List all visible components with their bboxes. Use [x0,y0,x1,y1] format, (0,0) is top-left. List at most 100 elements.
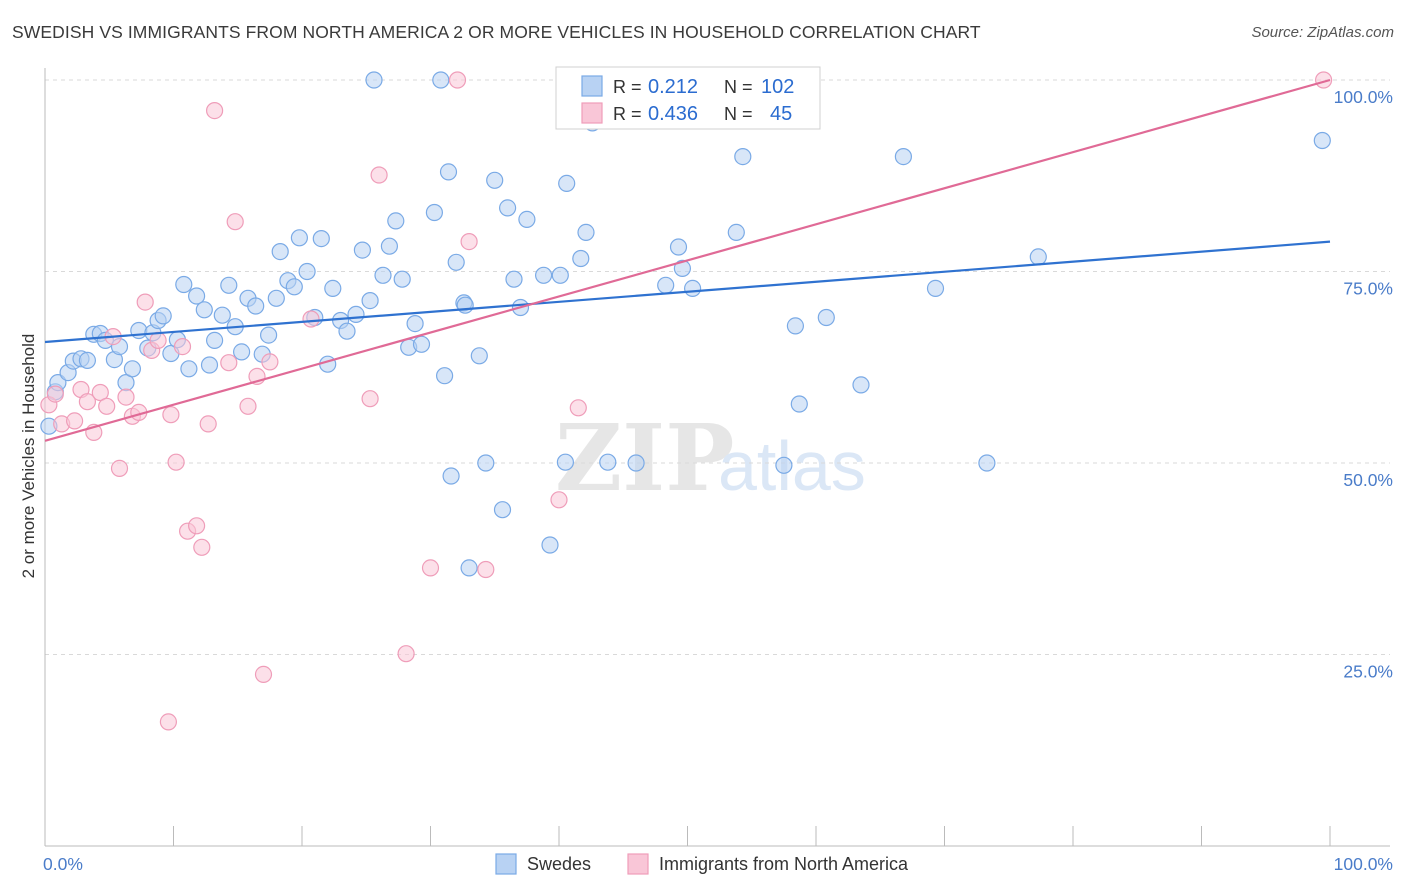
x-tick-label-min: 0.0% [43,854,83,874]
swedes-point-86 [669,238,688,256]
immigrants-point-10 [110,459,129,477]
swedes-point-13 [123,360,141,378]
swedes-point-26 [206,331,224,349]
bottom-legend-swatch-swedes [495,853,517,875]
swedes-trend-line [44,240,1331,344]
swedes-point-77 [551,266,569,284]
bottom-legend: Swedes Immigrants from North America [495,853,909,875]
bottom-legend-swatch-immigrants [627,853,649,875]
swedes-point-34 [260,326,278,344]
legend-r-label-1: R = [613,77,642,97]
swedes-point-40 [298,262,316,281]
swedes-point-95 [817,308,835,327]
swedes-point-87 [673,259,692,277]
trend-lines [44,78,1331,442]
swedes-point-27 [213,306,231,324]
immigrants-point-40 [550,491,568,509]
swedes-point-71 [499,199,517,217]
axes [44,68,1390,847]
swedes-point-66 [460,559,478,577]
immigrants-point-28 [239,397,257,415]
immigrants-point-36 [421,559,440,577]
swedes-point-30 [233,343,251,361]
y-tick-label-25: 25.0% [1343,662,1393,682]
y-tick-label-50: 50.0% [1343,470,1393,490]
swedes-point-46 [338,322,356,340]
swedes-point-51 [374,266,392,284]
swedes-point-92 [775,456,793,474]
swedes-point-100 [1029,248,1047,266]
swedes-point-88 [683,279,702,297]
immigrants-point-22 [188,517,206,535]
swedes-point-62 [442,467,460,485]
immigrants-point-23 [193,538,211,556]
swedes-point-50 [365,71,383,89]
swedes-point-80 [572,249,590,268]
swedes-point-65 [456,296,474,314]
swedes-point-75 [534,266,553,284]
immigrants-point-17 [159,713,177,731]
swedes-point-28 [220,276,238,294]
swedes-point-56 [406,315,424,333]
immigrants-point-8 [98,397,116,415]
immigrants-point-14 [136,293,154,311]
swedes-point-58 [425,203,443,222]
swedes-point-23 [188,287,206,305]
immigrants-point-25 [206,101,224,120]
swedes-point-43 [319,355,337,373]
swedes-point-68 [477,454,495,472]
swedes-point-84 [627,454,645,472]
immigrants-point-32 [302,310,320,328]
source-note: Source: ZipAtlas.com [1251,24,1394,41]
swedes-point-57 [412,335,431,353]
swedes-point-72 [505,270,523,288]
immigrants-point-19 [167,453,185,471]
immigrants-point-35 [397,645,415,663]
legend-box: R = 0.212 N = 102 R = 0.436 N = 45 [555,66,821,130]
legend-swatch-immigrants [581,102,603,124]
immigrants-point-20 [173,338,192,356]
swedes-point-18 [154,307,172,325]
swedes-point-44 [324,279,342,297]
immigrants-trend-line [44,78,1331,442]
immigrants-point-38 [460,233,478,251]
data-points [40,71,1333,731]
immigrants-point-16 [149,331,167,349]
swedes-point-21 [175,275,193,294]
swedes-point-97 [894,148,913,166]
x-tick-label-max: 100.0% [1334,854,1393,874]
legend-n-label-1: N = [724,77,753,97]
swedes-point-69 [486,171,504,189]
chart-title: SWEDISH VS IMMIGRANTS FROM NORTH AMERICA… [12,22,981,42]
swedes-point-89 [727,223,745,241]
legend-r-value-2: 0.436 [648,103,698,125]
swedes-point-36 [271,243,289,261]
swedes-point-38 [285,278,303,296]
legend-n-value-1: 102 [761,76,794,98]
swedes-point-90 [734,148,752,166]
gridlines [45,79,1390,655]
immigrants-point-41 [569,399,587,417]
y-tick-label-100: 100.0% [1334,87,1393,107]
y-tick-labels: 100.0% 75.0% 50.0% 25.0% [1334,87,1393,682]
swedes-point-63 [447,253,465,271]
swedes-point-79 [558,174,576,192]
swedes-point-53 [387,212,405,230]
immigrants-point-11 [117,388,135,406]
swedes-point-81 [577,223,595,241]
legend-n-value-2: 45 [770,103,792,125]
swedes-point-35 [267,289,285,307]
swedes-point-101 [1313,131,1331,150]
swedes-point-32 [247,297,265,315]
immigrants-point-18 [162,406,180,424]
swedes-point-48 [353,241,371,259]
immigrants-point-26 [220,354,238,372]
immigrants-point-27 [226,213,244,231]
swedes-point-94 [790,395,808,413]
immigrants-point-37 [448,71,467,89]
y-tick-label-75: 75.0% [1343,279,1393,299]
legend-r-label-2: R = [613,104,642,124]
swedes-point-99 [978,454,996,472]
swedes-point-96 [852,376,870,394]
immigrants-point-1 [46,385,64,403]
